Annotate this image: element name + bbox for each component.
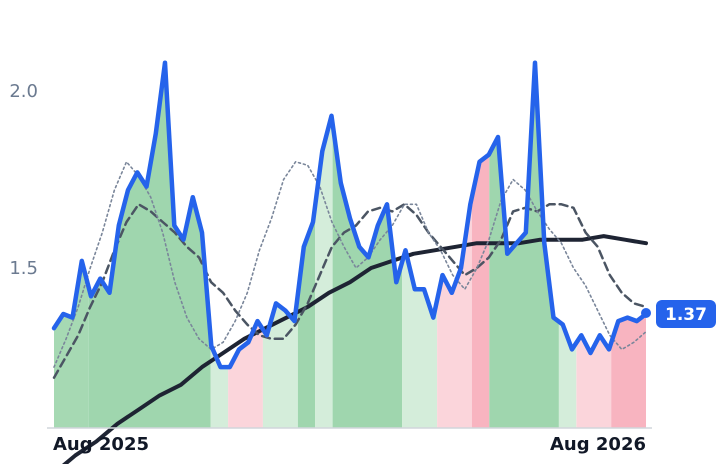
band-3	[228, 62, 263, 428]
series-line-ma_short	[52, 203, 648, 379]
band-1	[88, 62, 211, 428]
band-8	[402, 62, 437, 428]
series-line-ma_fast	[53, 161, 647, 368]
last-value-label: 1.37	[665, 305, 707, 325]
series-lines	[51, 60, 649, 464]
band-0	[54, 62, 89, 428]
band-2	[210, 62, 229, 428]
last-value-dot	[641, 308, 651, 319]
last-value-badge	[656, 300, 716, 328]
y-tick-label: 2.0	[9, 81, 38, 102]
band-14	[611, 62, 646, 428]
series-line-price	[51, 60, 649, 370]
x-tick-label: Aug 2025	[53, 434, 149, 455]
y-axis-ticks: 1.5 2.0	[9, 81, 38, 279]
x-tick-label: Aug 2026	[550, 434, 646, 455]
band-6	[315, 62, 333, 428]
band-4	[262, 62, 298, 428]
series-line-ma_long	[61, 234, 648, 464]
regime-bands	[54, 62, 646, 428]
band-13	[576, 62, 612, 428]
band-12	[558, 62, 577, 428]
y-tick-label: 1.5	[9, 258, 38, 279]
band-10	[471, 62, 490, 428]
last-value-marker: 1.37	[641, 300, 716, 328]
x-axis-ticks: Aug 2025 Aug 2026	[53, 434, 646, 455]
